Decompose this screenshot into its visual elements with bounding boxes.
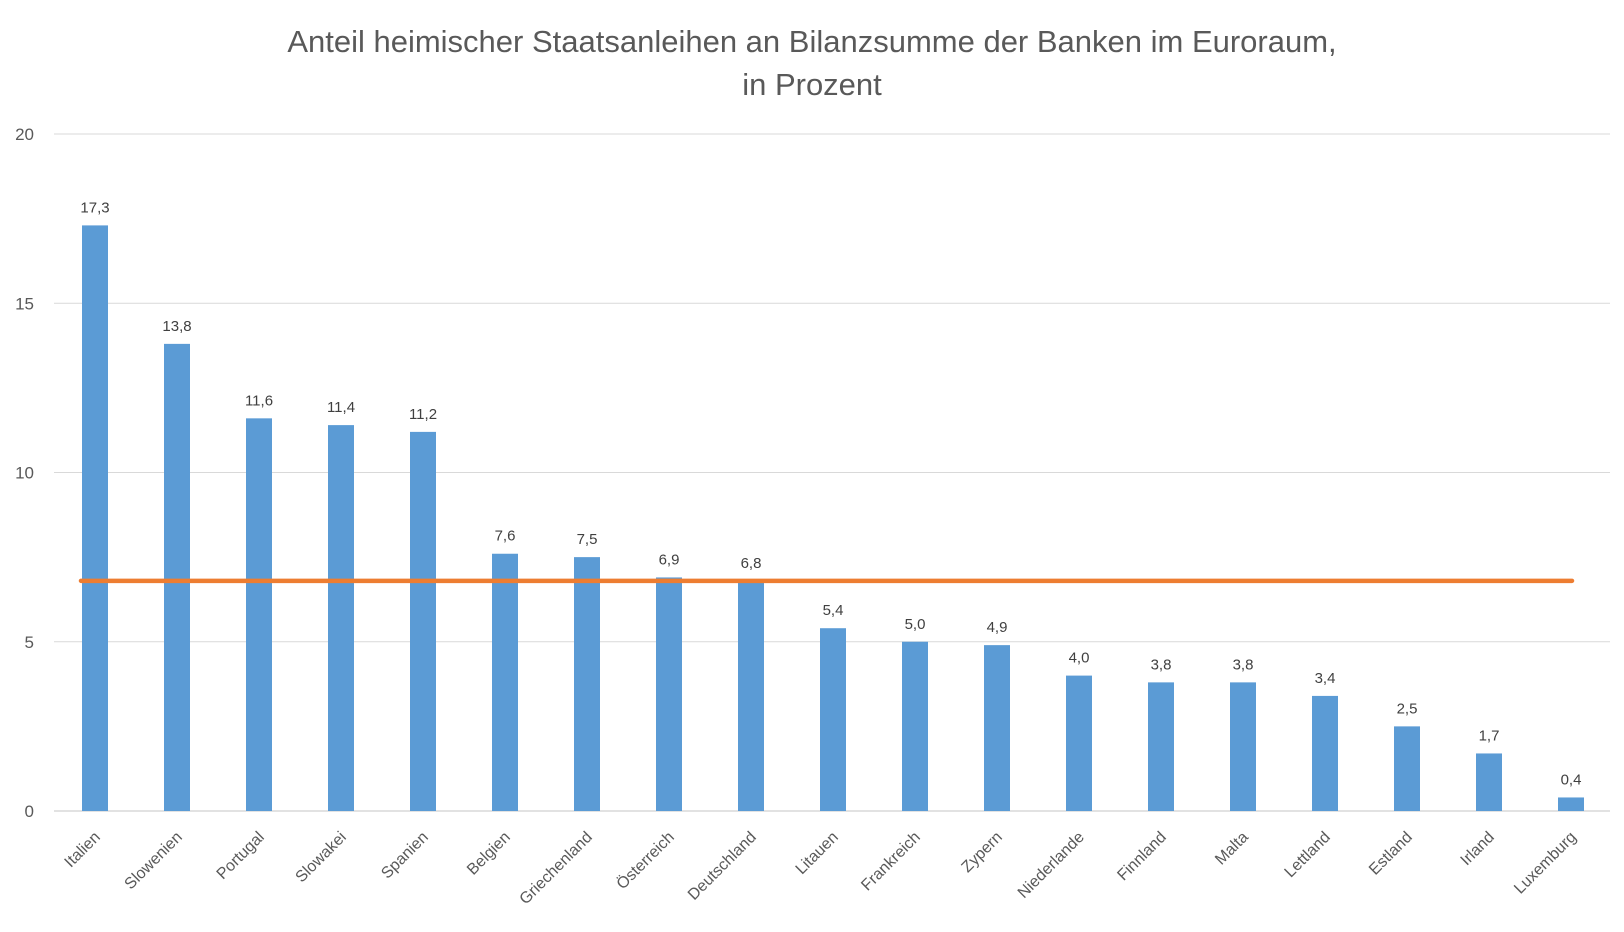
bar xyxy=(1476,753,1502,811)
data-label: 7,5 xyxy=(577,531,598,548)
bar xyxy=(1558,797,1584,811)
x-tick-label: Griechenland xyxy=(517,829,596,908)
chart-title: Anteil heimischer Staatsanleihen an Bila… xyxy=(0,20,1624,106)
data-label: 0,4 xyxy=(1561,771,1582,788)
data-label: 3,4 xyxy=(1315,670,1336,687)
bar xyxy=(492,553,518,811)
bar xyxy=(1312,695,1338,811)
y-tick-label: 20 xyxy=(15,125,34,144)
data-label: 5,4 xyxy=(823,602,844,619)
data-label: 3,8 xyxy=(1151,656,1172,673)
data-label: 1,7 xyxy=(1479,727,1500,744)
x-tick-label: Frankreich xyxy=(858,829,923,894)
y-tick-label: 0 xyxy=(25,802,34,821)
bar xyxy=(1066,675,1092,811)
bar xyxy=(1230,682,1256,811)
data-label: 7,6 xyxy=(495,528,516,545)
x-tick-label: Malta xyxy=(1212,829,1252,869)
data-label: 17,3 xyxy=(80,199,109,216)
x-tick-label: Zypern xyxy=(959,829,1006,876)
bar xyxy=(984,645,1010,811)
x-tick-label: Belgien xyxy=(464,829,514,879)
data-label: 4,0 xyxy=(1069,650,1090,667)
x-tick-label: Österreich xyxy=(613,828,678,893)
x-tick-label: Deutschland xyxy=(685,829,760,904)
bar xyxy=(902,641,928,811)
data-label: 11,2 xyxy=(409,406,437,423)
bar xyxy=(820,628,846,811)
bar xyxy=(328,425,354,811)
x-tick-label: Slowakei xyxy=(293,829,350,886)
bar xyxy=(164,343,190,811)
bar xyxy=(1148,682,1174,811)
data-label: 2,5 xyxy=(1397,700,1418,717)
bar xyxy=(246,418,272,811)
data-label: 11,4 xyxy=(327,399,355,416)
data-label: 6,8 xyxy=(741,555,762,572)
x-tick-label: Lettland xyxy=(1282,829,1334,881)
y-tick-label: 10 xyxy=(15,464,34,483)
x-tick-label: Italien xyxy=(62,829,104,871)
bar xyxy=(656,577,682,811)
y-tick-label: 15 xyxy=(15,294,34,313)
x-tick-label: Litauen xyxy=(793,829,842,878)
y-tick-label: 5 xyxy=(25,633,34,652)
data-label: 5,0 xyxy=(905,616,926,633)
data-label: 4,9 xyxy=(987,619,1008,636)
data-label: 13,8 xyxy=(162,318,191,335)
bar xyxy=(574,557,600,811)
x-tick-label: Luxemburg xyxy=(1511,829,1580,898)
chart-title-line-1: Anteil heimischer Staatsanleihen an Bila… xyxy=(287,24,1337,59)
x-tick-label: Irland xyxy=(1458,829,1498,869)
bar xyxy=(410,431,436,811)
data-label: 6,9 xyxy=(659,551,680,568)
x-tick-label: Spanien xyxy=(378,829,432,883)
data-label: 11,6 xyxy=(245,392,273,409)
chart-title-line-2: in Prozent xyxy=(742,67,882,102)
bar xyxy=(738,580,764,811)
data-label: 3,8 xyxy=(1233,656,1254,673)
bar xyxy=(82,225,108,811)
x-tick-label: Portugal xyxy=(214,829,268,883)
bar xyxy=(1394,726,1420,811)
x-tick-label: Slowenien xyxy=(122,829,186,893)
x-tick-label: Niederlande xyxy=(1015,829,1088,902)
x-tick-label: Finnland xyxy=(1114,829,1169,884)
x-tick-label: Estland xyxy=(1366,829,1416,879)
